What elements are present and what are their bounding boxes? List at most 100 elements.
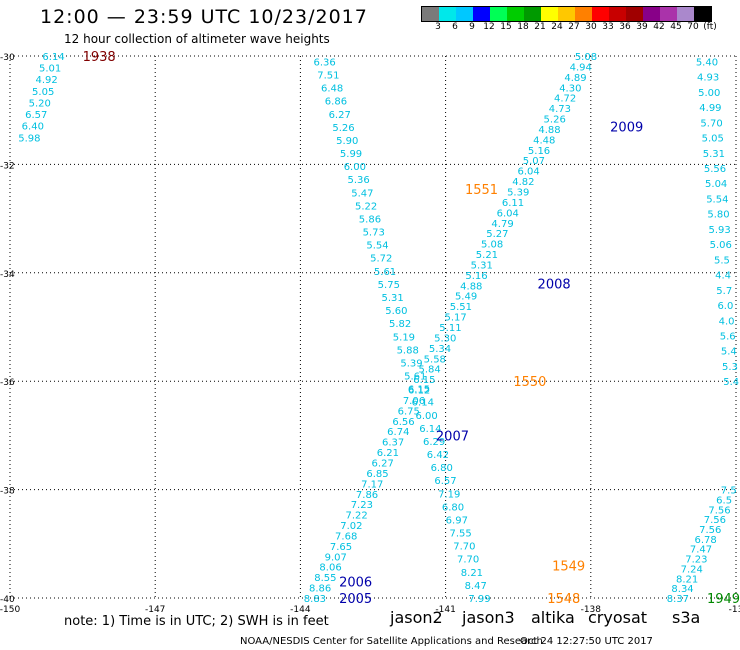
wave-height-point: 7.06 xyxy=(403,396,425,407)
wave-height-point: 4.73 xyxy=(549,104,571,115)
legend-label: 36 xyxy=(619,22,631,32)
pass-time-label: 2005 xyxy=(339,592,372,607)
wave-height-point: 5.5 xyxy=(714,255,730,266)
wave-height-point: 6.00 xyxy=(344,162,366,173)
legend-swatch xyxy=(660,7,677,21)
y-tick-label: -36 xyxy=(0,378,15,388)
wave-height-point: 7.68 xyxy=(335,531,357,542)
wave-height-point: 5.84 xyxy=(418,365,440,376)
pass-time-label: 1550 xyxy=(513,375,546,390)
wave-height-point: 7.19 xyxy=(438,489,460,500)
legend-swatch xyxy=(490,7,507,21)
wave-height-point: 7.24 xyxy=(681,564,703,575)
legend-swatch xyxy=(524,7,541,21)
wave-height-point: 5.22 xyxy=(355,201,377,212)
x-tick-label: -150 xyxy=(0,605,20,615)
wave-height-point: 5.49 xyxy=(455,292,477,303)
wave-height-point: 5.06 xyxy=(710,240,732,251)
wave-height-point: 5.51 xyxy=(450,302,472,313)
y-tick-label: -32 xyxy=(0,161,15,171)
wave-height-point: 6.80 xyxy=(431,463,453,474)
wave-height-point: 8.55 xyxy=(314,573,336,584)
legend-label: 33 xyxy=(602,22,614,32)
pass-time-label: 2008 xyxy=(538,278,571,293)
wave-height-point: 5.60 xyxy=(385,306,407,317)
legend-label: 18 xyxy=(517,22,529,32)
pass-time-label: 2006 xyxy=(339,576,372,591)
legend-swatch xyxy=(422,7,439,21)
legend-label: 12 xyxy=(483,22,495,32)
wave-height-point: 8.86 xyxy=(309,584,331,595)
wave-height-point: 6.56 xyxy=(392,417,414,428)
wave-height-point: 5.05 xyxy=(702,134,724,145)
wave-height-point: 5.08 xyxy=(575,52,597,63)
legend-swatch xyxy=(626,7,643,21)
wave-height-point: 5.90 xyxy=(336,136,358,147)
wave-height-point: 7.56 xyxy=(699,525,721,536)
wave-height-point: 5.31 xyxy=(381,293,403,304)
wave-height-point: 6.5 xyxy=(716,495,732,506)
wave-height-point: 5.54 xyxy=(706,194,728,205)
wave-height-point: 6.27 xyxy=(329,110,351,121)
y-tick-label: -40 xyxy=(0,595,15,605)
wave-height-point: 6.12 xyxy=(408,386,430,397)
legend-label: 6 xyxy=(452,22,458,32)
legend-swatch xyxy=(677,7,694,21)
wave-height-point: 5.30 xyxy=(434,333,456,344)
legend-label: 9 xyxy=(469,22,475,32)
wave-height-point: 6.40 xyxy=(22,122,44,133)
wave-height-point: 5.7 xyxy=(716,286,732,297)
wave-height-point: 6.27 xyxy=(372,459,394,470)
wave-height-point: 5.93 xyxy=(709,225,731,236)
wave-height-point: 4.30 xyxy=(559,83,581,94)
wave-height-point: 8.21 xyxy=(461,568,483,579)
wave-height-point: 5.31 xyxy=(471,260,493,271)
wave-height-point: 6.80 xyxy=(442,502,464,513)
wave-height-point: 4.93 xyxy=(697,73,719,84)
wave-height-point: 5.34 xyxy=(429,344,451,355)
legend-swatch xyxy=(541,7,558,21)
wave-height-point: 6.29 xyxy=(423,437,445,448)
wave-height-point: 6.37 xyxy=(382,438,404,449)
wave-height-point: 4.94 xyxy=(570,62,592,73)
wave-height-point: 8.34 xyxy=(671,584,693,595)
wave-height-point: 5.27 xyxy=(486,229,508,240)
wave-height-point: 7.02 xyxy=(340,521,362,532)
wave-height-point: 4.4 xyxy=(715,271,731,282)
legend-swatch xyxy=(473,7,490,21)
legend-jason3: jason3 xyxy=(462,608,515,627)
wave-height-point: 5.82 xyxy=(389,319,411,330)
legend-jason2: jason2 xyxy=(390,608,443,627)
wave-height-point: 8.47 xyxy=(465,581,487,592)
wave-height-point: 6.14 xyxy=(412,398,434,409)
chart-title: 12:00 — 23:59 UTC 10/23/2017 xyxy=(40,6,368,28)
wave-height-point: 5.47 xyxy=(351,188,373,199)
wave-height-point: 5.88 xyxy=(397,345,419,356)
wave-height-point: 5.08 xyxy=(481,240,503,251)
wave-height-point: 4.0 xyxy=(719,316,735,327)
wave-height-point: 5.11 xyxy=(439,323,461,334)
wave-height-point: 5.19 xyxy=(393,332,415,343)
wave-height-point: 9.07 xyxy=(325,552,347,563)
y-tick-label: -38 xyxy=(0,487,15,497)
wave-height-point: 5.39 xyxy=(400,358,422,369)
wave-height-point: 5.58 xyxy=(424,354,446,365)
legend-swatch xyxy=(592,7,609,21)
x-tick-label: -141 xyxy=(435,605,455,615)
wave-height-point: 5.3 xyxy=(722,362,738,373)
wave-height-point: 5.39 xyxy=(507,188,529,199)
y-tick-label: -30 xyxy=(0,53,15,63)
wave-height-point: 6.85 xyxy=(366,469,388,480)
legend-swatch xyxy=(609,7,626,21)
wave-height-point: 7.70 xyxy=(453,542,475,553)
legend-swatch xyxy=(575,7,592,21)
x-tick-label: -147 xyxy=(145,605,165,615)
wave-height-point: 4.48 xyxy=(533,135,555,146)
legend-label: 15 xyxy=(500,22,512,32)
legend-label: 24 xyxy=(551,22,563,32)
wave-height-point: 5.75 xyxy=(378,280,400,291)
wave-height-point: 5.6 xyxy=(720,332,736,343)
wave-height-point: 8.21 xyxy=(676,574,698,585)
pass-time-label: 1938 xyxy=(83,50,116,65)
